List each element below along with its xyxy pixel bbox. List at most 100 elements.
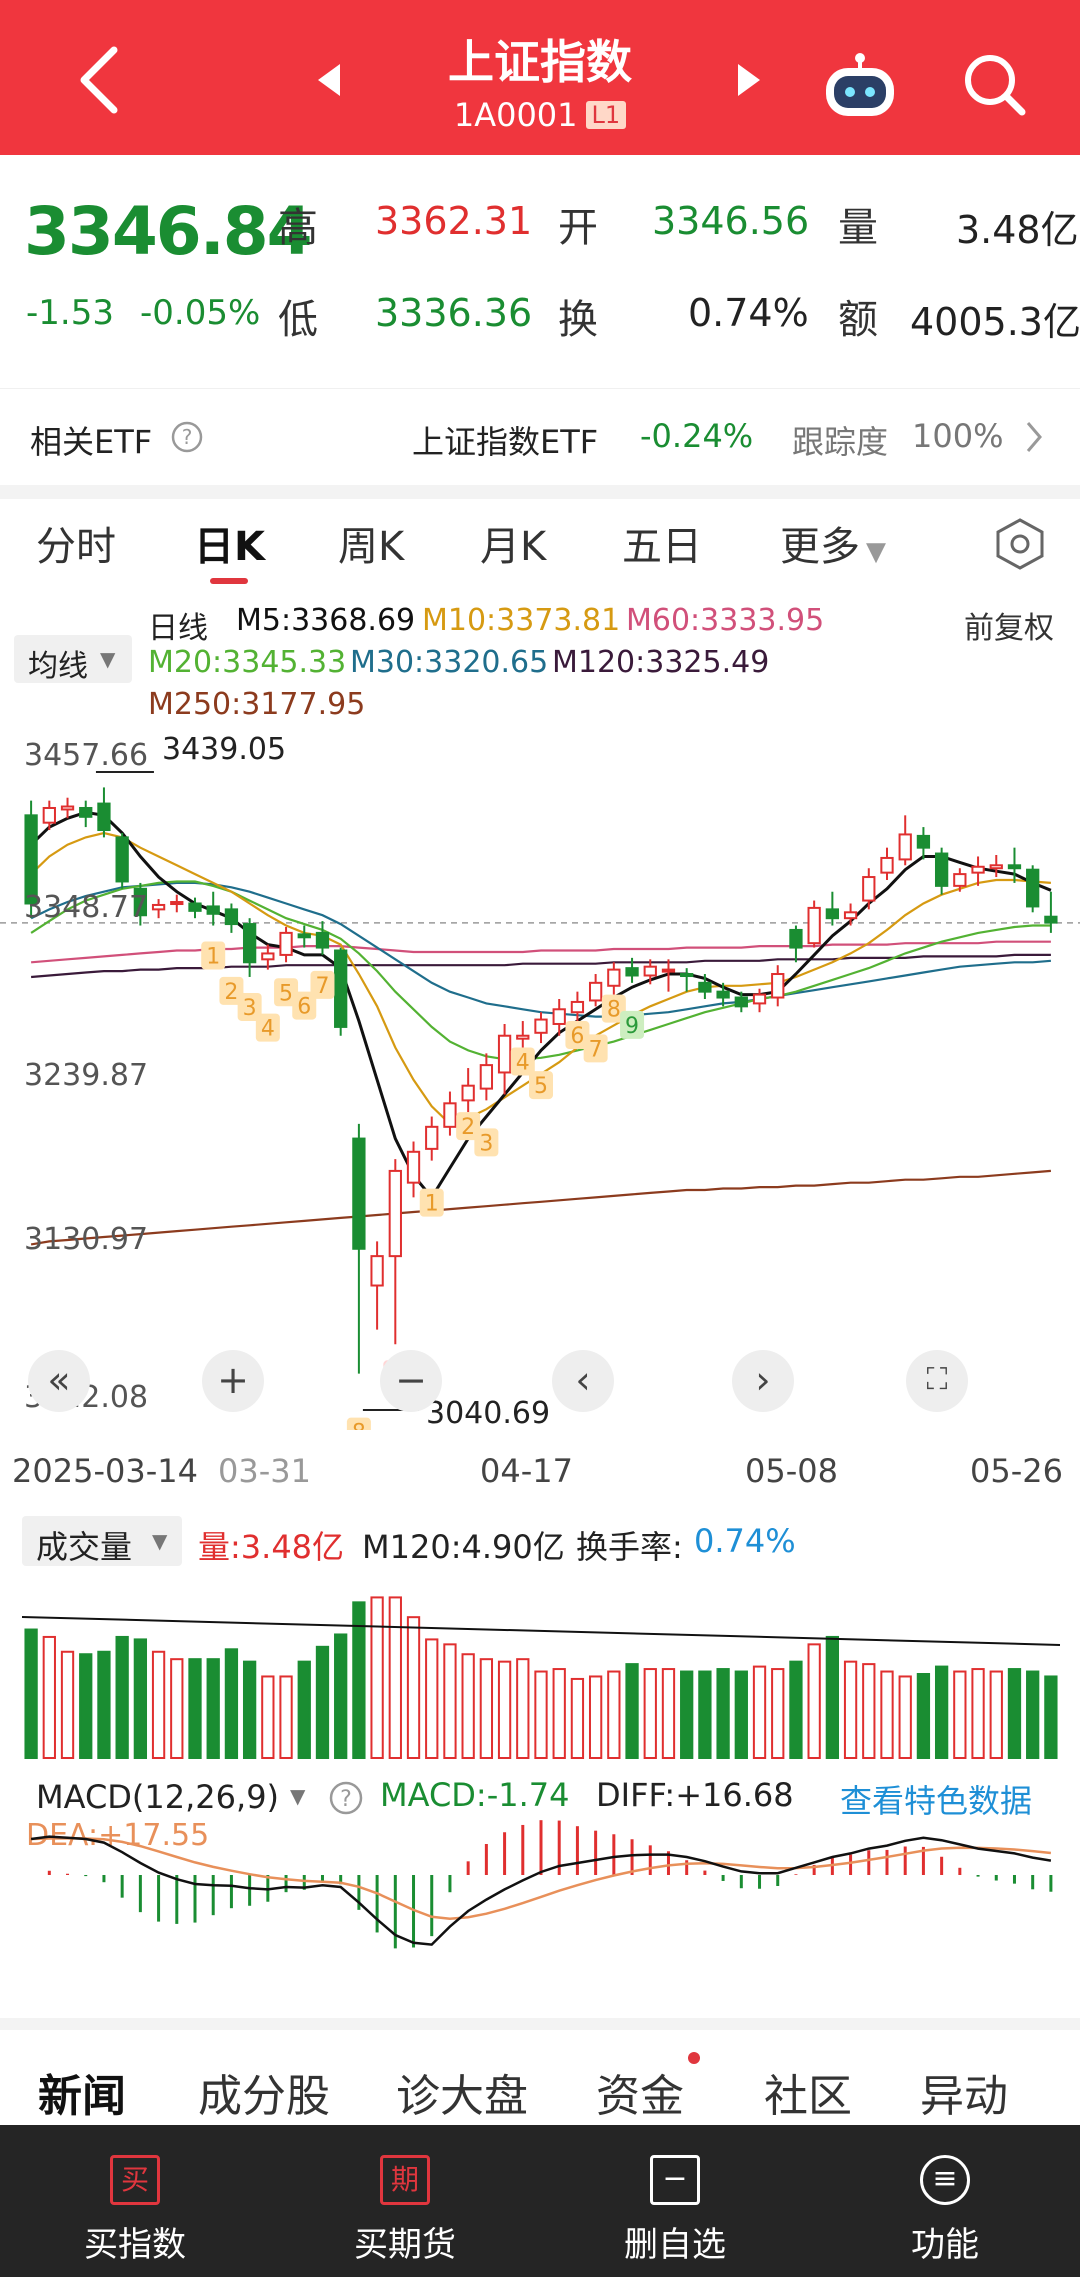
candle-body bbox=[297, 933, 311, 939]
candle-body bbox=[242, 923, 257, 964]
macd-selector[interactable]: MACD(12,26,9) ▼ bbox=[22, 1770, 314, 1824]
svg-text:2: 2 bbox=[461, 1115, 475, 1140]
low-marker-label: 3040.69 bbox=[426, 1396, 551, 1431]
volume-bar bbox=[497, 1660, 512, 1759]
macd-chart[interactable] bbox=[0, 1810, 1080, 2020]
candle-body bbox=[334, 949, 348, 1028]
volume-bar bbox=[552, 1668, 566, 1759]
search-icon[interactable] bbox=[960, 50, 1030, 120]
tab-weekly-k[interactable]: 周K bbox=[338, 524, 405, 570]
td-count-badge: 8 bbox=[346, 1417, 371, 1446]
volume-bar bbox=[1044, 1675, 1058, 1759]
robot-assistant-icon[interactable] bbox=[820, 50, 900, 120]
nav-remove-watchlist[interactable]: − 删自选 bbox=[540, 2125, 810, 2277]
news-tabs: 新闻 成分股 诊大盘 资金 社区 异动 bbox=[0, 2030, 1080, 2125]
open-value: 3346.56 bbox=[652, 199, 810, 243]
x-axis: 2025-03-14 03-31 04-17 05-08 05-26 bbox=[0, 1430, 1080, 1490]
tab-more-label: 更多 bbox=[780, 524, 860, 570]
candle-body bbox=[151, 903, 166, 911]
related-etf-bar[interactable]: 相关ETF ? 上证指数ETF -0.24% 跟踪度 100% bbox=[0, 388, 1080, 499]
next-triangle-icon[interactable] bbox=[738, 64, 760, 96]
volume-bar bbox=[825, 1635, 840, 1759]
td-count-badge: 7 bbox=[583, 1034, 608, 1063]
question-circle-icon[interactable]: ? bbox=[170, 420, 204, 454]
nav-label: 买指数 bbox=[84, 2225, 186, 2265]
tab-more[interactable]: 更多 ▼ bbox=[780, 514, 886, 572]
buy-box-icon: 买 bbox=[110, 2155, 160, 2205]
svg-text:8: 8 bbox=[607, 998, 621, 1023]
tab-intraday[interactable]: 分时 bbox=[36, 524, 116, 570]
svg-text:7: 7 bbox=[589, 1037, 603, 1062]
chevron-right-icon[interactable] bbox=[1022, 419, 1046, 455]
nav-buy-futures[interactable]: 期 买期货 bbox=[270, 2125, 540, 2277]
candle-body bbox=[406, 1150, 421, 1184]
tab-news[interactable]: 新闻 bbox=[38, 2071, 126, 2122]
tab-constituents[interactable]: 成分股 bbox=[198, 2071, 330, 2122]
volume-bar bbox=[297, 1660, 311, 1759]
dea-value: DEA:+17.55 bbox=[26, 1818, 210, 1853]
caret-down-icon: ▼ bbox=[152, 1529, 168, 1553]
chevron-left-icon[interactable]: ‹ bbox=[552, 1350, 614, 1412]
candle-body bbox=[771, 973, 785, 999]
volume-chart[interactable] bbox=[0, 1580, 1080, 1760]
td-count-badge: 4 bbox=[255, 1013, 280, 1042]
svg-text:5: 5 bbox=[534, 1074, 548, 1099]
back-arrow-icon[interactable] bbox=[70, 40, 130, 120]
hexagon-settings-icon[interactable] bbox=[994, 516, 1046, 572]
candle-body bbox=[42, 806, 56, 824]
candle-body bbox=[862, 876, 876, 902]
section-divider bbox=[0, 2018, 1080, 2030]
volume-bar bbox=[151, 1650, 166, 1759]
volume-bar bbox=[1007, 1668, 1022, 1759]
question-circle-icon[interactable]: ? bbox=[328, 1780, 364, 1816]
td-count-badge: 6 bbox=[565, 1021, 590, 1050]
td-count-badge: 5 bbox=[274, 978, 299, 1007]
fullscreen-icon[interactable]: ⛶ bbox=[906, 1350, 968, 1412]
tab-daily-k[interactable]: 日K bbox=[194, 524, 265, 570]
volume-bar bbox=[643, 1668, 657, 1759]
price-change: -1.53 bbox=[26, 293, 114, 333]
kline-chart[interactable]: 123456789123456789 3457.66 3348.77 3239.… bbox=[0, 720, 1080, 1446]
td-count-badge: 2 bbox=[219, 976, 244, 1005]
nav-label: 买期货 bbox=[354, 2225, 456, 2265]
futures-box-icon: 期 bbox=[380, 2155, 430, 2205]
tab-community[interactable]: 社区 bbox=[764, 2071, 852, 2122]
prev-triangle-icon[interactable] bbox=[318, 64, 340, 96]
chevron-right-icon[interactable]: › bbox=[732, 1350, 794, 1412]
candle-body bbox=[170, 901, 184, 906]
svg-text:?: ? bbox=[182, 425, 193, 449]
ma60-value: M60:3333.95 bbox=[626, 603, 825, 638]
ma-selector[interactable]: 均线 ▼ bbox=[14, 635, 132, 684]
tab-monthly-k[interactable]: 月K bbox=[480, 524, 547, 570]
x-tick-label: 04-17 bbox=[480, 1452, 573, 1490]
current-price: 3346.84 bbox=[24, 193, 313, 270]
tab-capital[interactable]: 资金 bbox=[596, 2071, 684, 2122]
tab-diagnose[interactable]: 诊大盘 bbox=[396, 2071, 528, 2122]
volume-m120: M120:4.90亿 bbox=[362, 1528, 565, 1566]
svg-text:3: 3 bbox=[479, 1131, 493, 1156]
candle-body bbox=[643, 965, 657, 977]
candle-body bbox=[825, 908, 840, 920]
zoom-out-icon[interactable]: − bbox=[380, 1350, 442, 1412]
nav-buy-index[interactable]: 买 买指数 bbox=[0, 2125, 270, 2277]
rewind-icon[interactable]: « bbox=[28, 1350, 90, 1412]
turnover-legend-value: 0.74% bbox=[694, 1522, 796, 1560]
code-text: 1A0001 bbox=[453, 96, 578, 134]
adjust-mode[interactable]: 前复权 bbox=[964, 611, 1054, 646]
tab-anomaly[interactable]: 异动 bbox=[920, 2071, 1008, 2122]
volume-bar bbox=[698, 1670, 712, 1759]
candle-body bbox=[224, 908, 239, 926]
candle-body bbox=[60, 805, 75, 811]
volume-bar bbox=[370, 1596, 384, 1760]
svg-text:6: 6 bbox=[570, 1024, 584, 1049]
feature-data-link[interactable]: 查看特色数据 bbox=[840, 1782, 1033, 1820]
volume-svg bbox=[21, 1596, 1061, 1760]
nav-functions[interactable]: ≡ 功能 bbox=[810, 2125, 1080, 2277]
volume-selector[interactable]: 成交量 ▼ bbox=[22, 1516, 182, 1566]
zoom-in-icon[interactable]: + bbox=[202, 1350, 264, 1412]
volume-label: 量 bbox=[838, 205, 878, 251]
candle-body bbox=[807, 906, 821, 945]
tab-five-day[interactable]: 五日 bbox=[622, 524, 702, 570]
volume-bar bbox=[334, 1633, 348, 1759]
ma-selector-label: 均线 bbox=[28, 649, 88, 684]
